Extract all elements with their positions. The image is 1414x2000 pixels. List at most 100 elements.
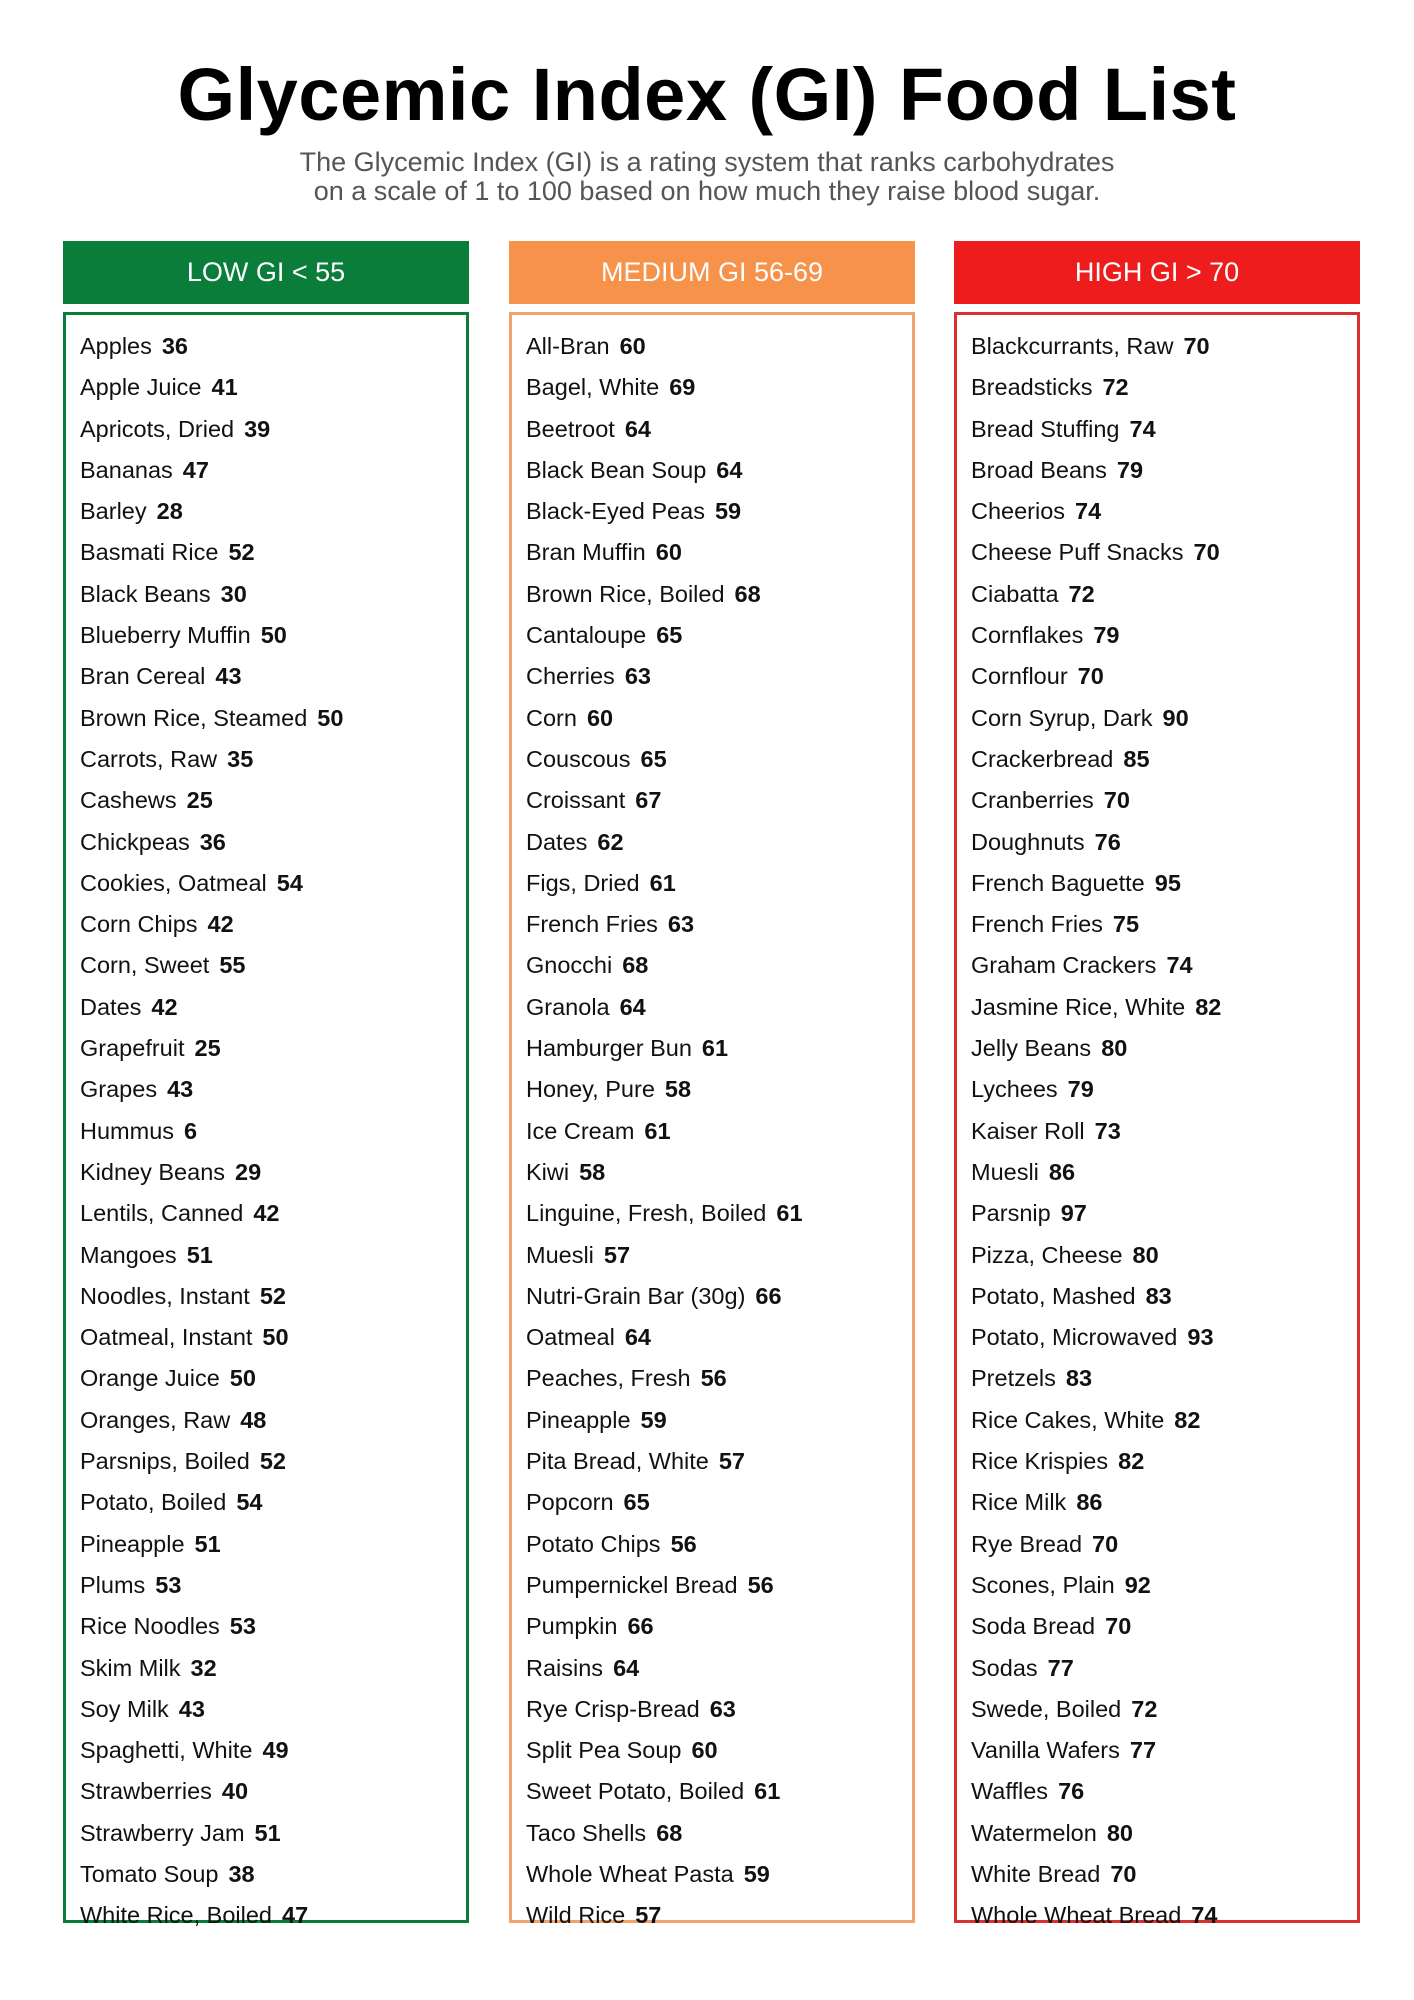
gi-value: 48 [240, 1406, 267, 1433]
food-item: Soy Milk 43 [66, 1689, 466, 1730]
gi-value: 70 [1077, 663, 1104, 690]
food-name: Figs, Dried [526, 869, 640, 896]
gi-value: 54 [276, 869, 303, 896]
gi-value: 39 [244, 415, 271, 442]
gi-value: 61 [754, 1778, 781, 1805]
food-item: Gnocchi 68 [512, 945, 912, 986]
food-item: Oranges, Raw 48 [66, 1400, 466, 1441]
food-name: Kaiser Roll [971, 1117, 1085, 1144]
gi-value: 82 [1118, 1448, 1145, 1475]
food-name: French Fries [971, 911, 1103, 938]
gi-value: 69 [669, 374, 696, 401]
gi-value: 56 [700, 1365, 727, 1392]
food-name: Raisins [526, 1654, 604, 1681]
food-name: Blueberry Muffin [80, 622, 251, 649]
food-item: Basmati Rice 52 [66, 532, 466, 573]
food-name: Cornflour [971, 663, 1068, 690]
food-name: Pita Bread, White [526, 1448, 709, 1475]
food-item: Black Beans 30 [66, 574, 466, 615]
food-item: Kidney Beans 29 [66, 1152, 466, 1193]
food-item: Bagel, White 69 [512, 367, 912, 408]
food-name: Spaghetti, White [80, 1737, 253, 1764]
food-item: Cornflour 70 [957, 656, 1357, 697]
subtitle-line-1: The Glycemic Index (GI) is a rating syst… [299, 147, 1115, 177]
gi-value: 57 [635, 1902, 662, 1929]
food-item: Split Pea Soup 60 [512, 1730, 912, 1771]
food-item: Cherries 63 [512, 656, 912, 697]
food-name: Lychees [971, 1076, 1058, 1103]
food-name: Grapefruit [80, 1035, 185, 1062]
food-name: Rice Cakes, White [971, 1406, 1165, 1433]
food-name: Sodas [971, 1654, 1038, 1681]
gi-value: 61 [776, 1200, 803, 1227]
food-name: Oatmeal [526, 1324, 615, 1351]
gi-value: 66 [627, 1613, 654, 1640]
food-item: Pumpkin 66 [512, 1606, 912, 1647]
gi-value: 57 [718, 1448, 745, 1475]
food-name: Taco Shells [526, 1819, 647, 1846]
gi-value: 50 [317, 704, 344, 731]
gi-value: 38 [228, 1860, 255, 1887]
gi-value: 70 [1183, 333, 1210, 359]
food-item: Breadsticks 72 [957, 367, 1357, 408]
food-item: Corn Chips 42 [66, 904, 466, 945]
gi-value: 90 [1162, 704, 1189, 731]
food-item: Hamburger Bun 61 [512, 1028, 912, 1069]
food-item: Skim Milk 32 [66, 1648, 466, 1689]
gi-value: 6 [184, 1117, 198, 1144]
gi-value: 40 [221, 1778, 249, 1805]
food-item: Corn Syrup, Dark 90 [957, 698, 1357, 739]
food-item: White Rice, Boiled 47 [66, 1895, 466, 1936]
gi-value: 35 [227, 745, 254, 772]
gi-value: 80 [1132, 1241, 1159, 1268]
food-name: Pineapple [80, 1530, 185, 1557]
food-name: Linguine, Fresh, Boiled [526, 1200, 767, 1227]
food-name: Waffles [971, 1778, 1049, 1805]
gi-value: 43 [178, 1695, 205, 1722]
food-item: Whole Wheat Bread 74 [957, 1895, 1357, 1936]
food-name: Scones, Plain [971, 1571, 1115, 1598]
gi-value: 58 [579, 1158, 606, 1185]
food-name: Wild Rice [526, 1902, 626, 1929]
food-name: Ciabatta [971, 580, 1059, 607]
food-item: Taco Shells 68 [512, 1813, 912, 1854]
food-name: Crackerbread [971, 745, 1114, 772]
food-name: Graham Crackers [971, 952, 1157, 979]
gi-value: 59 [743, 1860, 770, 1887]
gi-value: 97 [1060, 1200, 1087, 1227]
food-name: All-Bran [526, 333, 610, 359]
food-name: Lentils, Canned [80, 1200, 244, 1227]
food-name: Black Bean Soup [526, 456, 707, 483]
gi-value: 80 [1106, 1819, 1133, 1846]
food-item: Hummus 6 [66, 1111, 466, 1152]
food-name: Jasmine Rice, White [971, 993, 1186, 1020]
food-name: White Rice, Boiled [80, 1902, 272, 1929]
gi-value: 50 [262, 1324, 289, 1351]
food-item: White Bread 70 [957, 1854, 1357, 1895]
gi-value: 28 [156, 498, 183, 525]
gi-value: 64 [624, 1324, 651, 1351]
gi-value: 60 [619, 333, 646, 359]
gi-value: 54 [236, 1489, 263, 1516]
food-item: Potato, Microwaved 93 [957, 1317, 1357, 1358]
food-item: Brown Rice, Steamed 50 [66, 698, 466, 739]
food-item: Cheerios 74 [957, 491, 1357, 532]
gi-value: 70 [1092, 1530, 1119, 1557]
gi-value: 47 [182, 456, 209, 483]
food-item: Pizza, Cheese 80 [957, 1235, 1357, 1276]
gi-value: 77 [1047, 1654, 1074, 1681]
gi-value: 92 [1124, 1571, 1151, 1598]
food-item: Spaghetti, White 49 [66, 1730, 466, 1771]
food-name: Vanilla Wafers [971, 1737, 1120, 1764]
gi-value: 75 [1112, 911, 1140, 938]
food-name: Kidney Beans [80, 1158, 226, 1185]
high-gi-column: HIGH GI > 70 Blackcurrants, Raw 70 Breadst… [954, 241, 1360, 1928]
food-item: Scones, Plain 92 [957, 1565, 1357, 1606]
gi-value: 57 [603, 1241, 631, 1268]
food-item: Oatmeal, Instant 50 [66, 1317, 466, 1358]
gi-value: 53 [155, 1571, 182, 1598]
food-item: Cashews 25 [66, 780, 466, 821]
food-name: Cashews [80, 787, 177, 814]
gi-value: 82 [1195, 993, 1222, 1020]
food-name: Rice Krispies [971, 1448, 1109, 1475]
